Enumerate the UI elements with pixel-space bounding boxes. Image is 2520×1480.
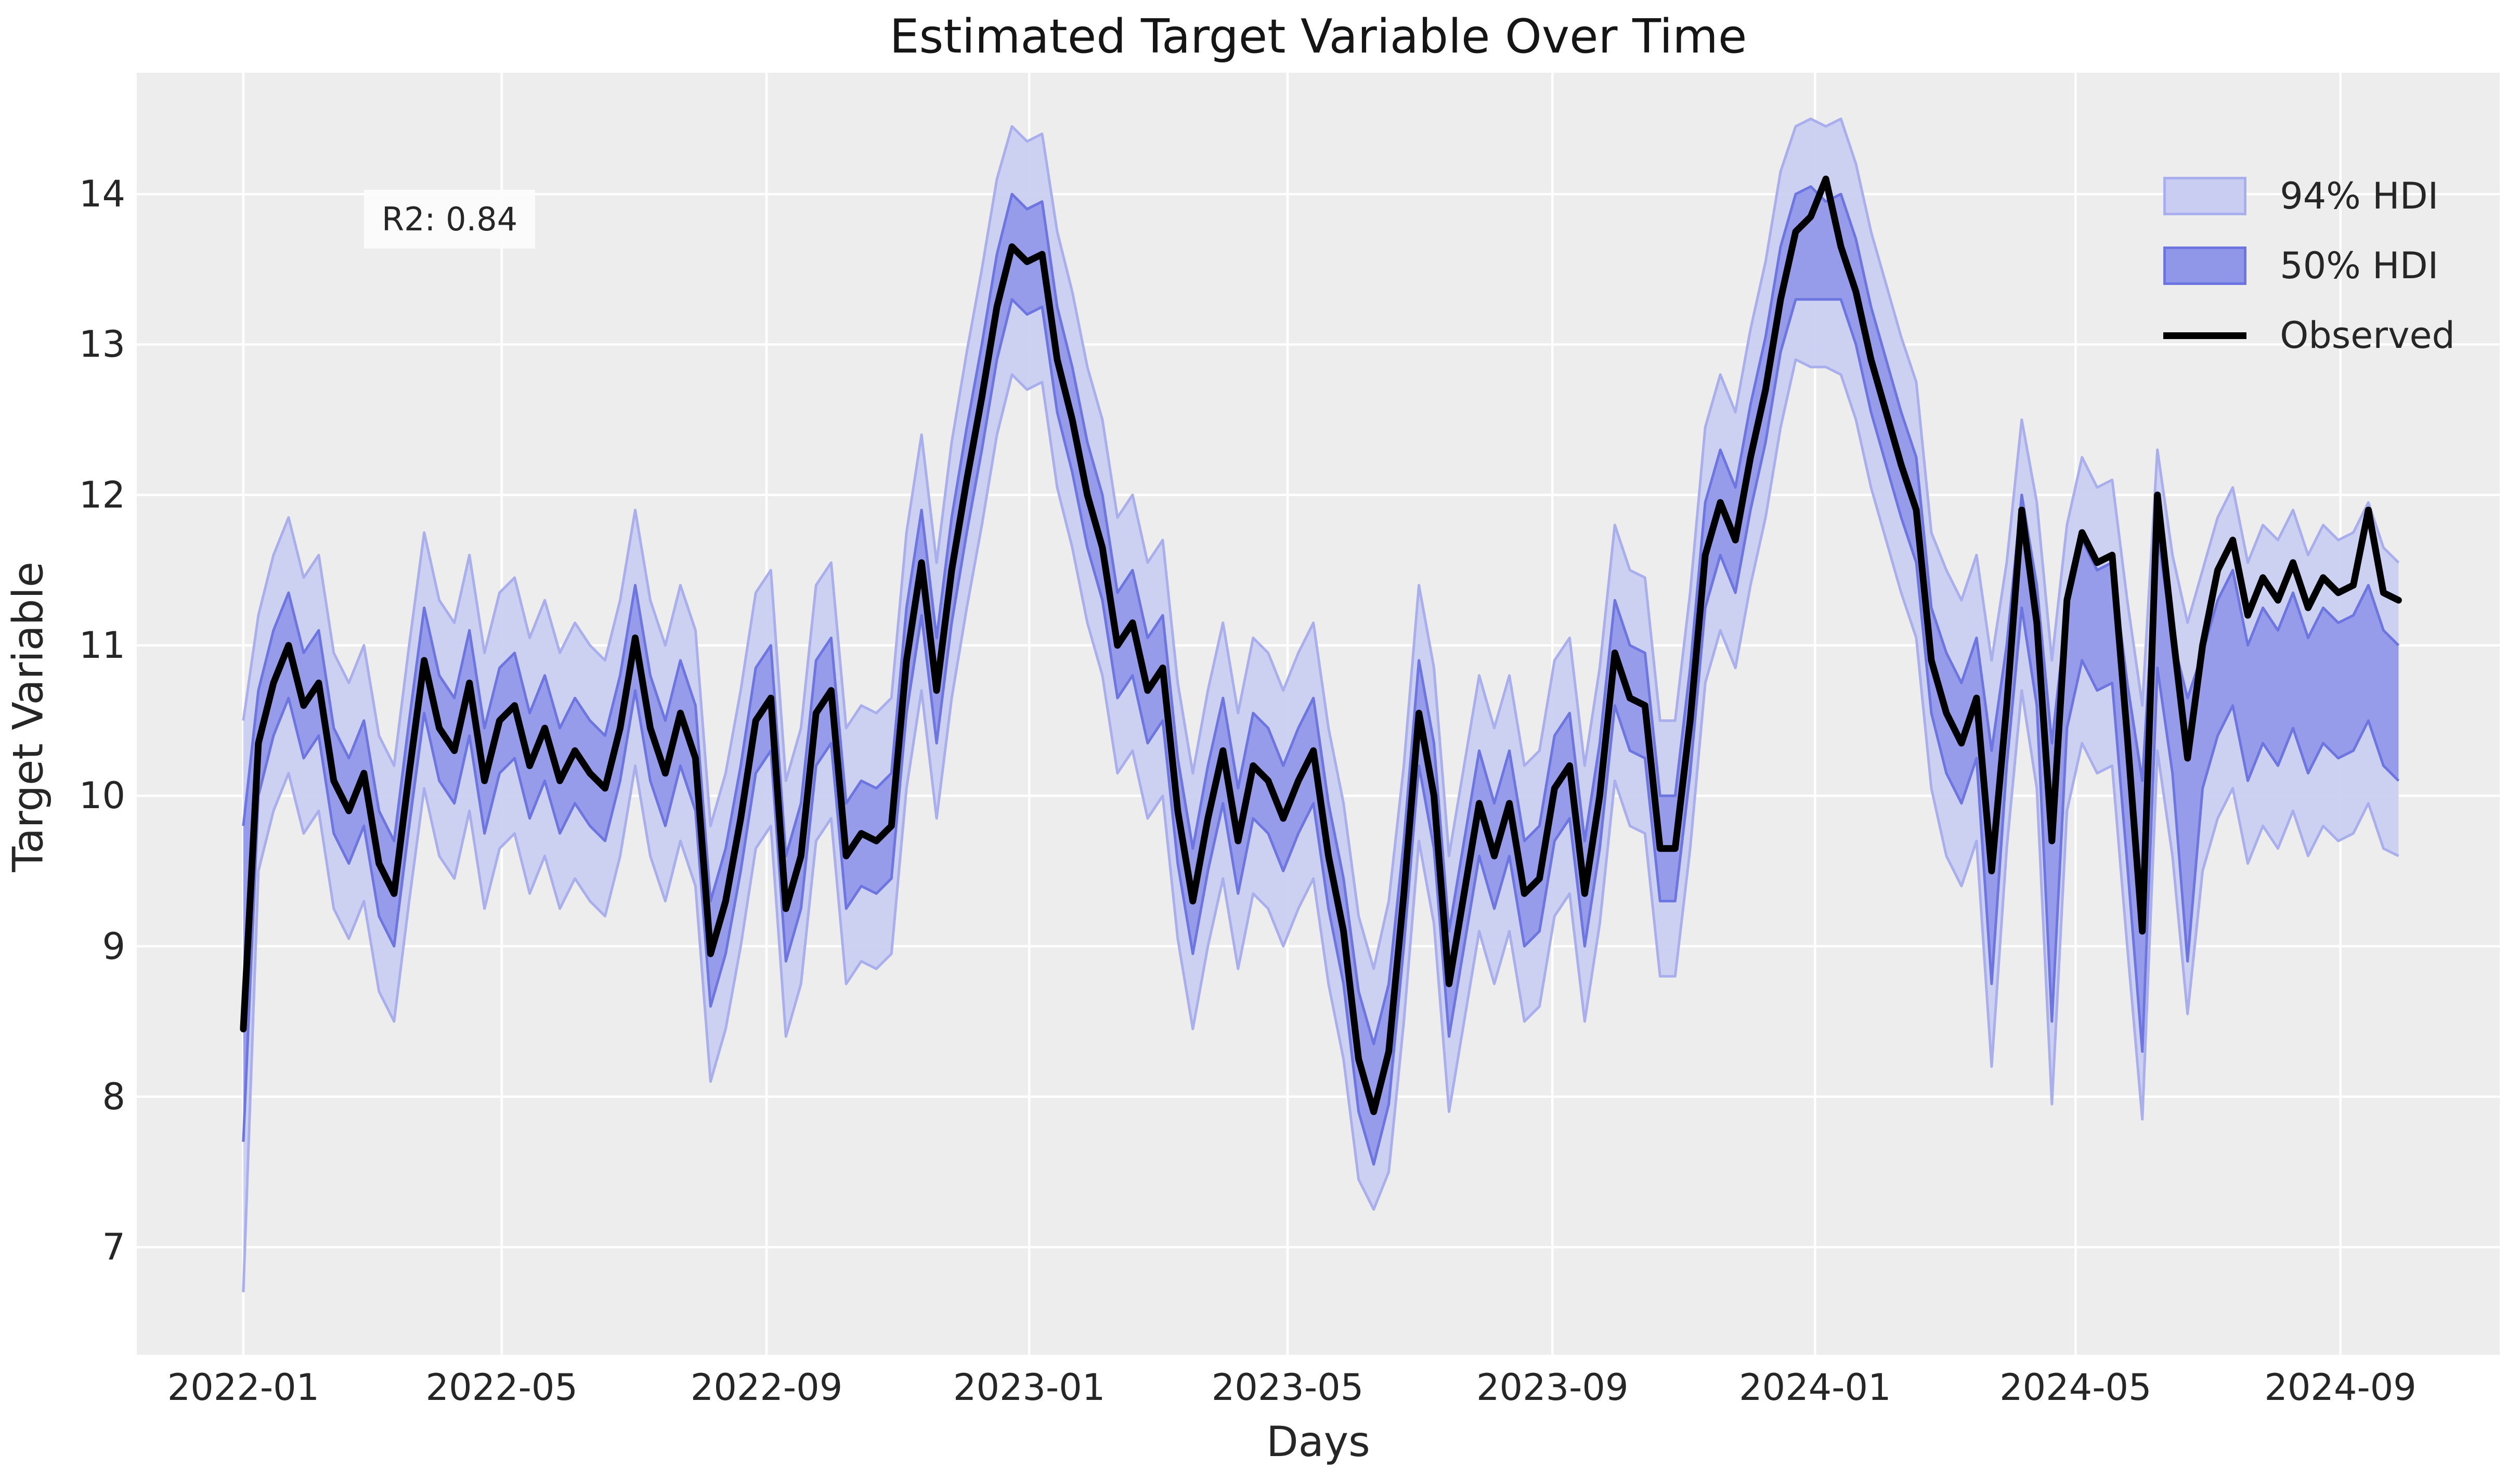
x-tick-label: 2023-05 [1211, 1366, 1364, 1409]
y-tick-label: 10 [79, 774, 125, 817]
y-tick-label: 8 [102, 1075, 125, 1118]
r2-annotation: R2: 0.84 [364, 190, 536, 249]
hdi50-band [243, 186, 2399, 1165]
y-tick-label: 13 [79, 323, 125, 366]
legend-label: 94% HDI [2280, 175, 2439, 217]
legend-line-icon [2163, 332, 2247, 339]
chart-title: Estimated Target Variable Over Time [889, 9, 1747, 64]
band-edge-hi [242, 118, 2400, 970]
legend-label: Observed [2280, 314, 2455, 357]
legend-row: Observed [2163, 314, 2455, 357]
legend-row: 94% HDI [2163, 175, 2455, 217]
x-tick-label: 2022-05 [425, 1366, 578, 1409]
x-tick-label: 2022-09 [690, 1366, 843, 1409]
legend: 94% HDI 50% HDI Observed [2163, 175, 2455, 384]
band-edge-hi [242, 185, 2400, 1046]
observed-line [240, 175, 2402, 1115]
legend-label: 50% HDI [2280, 244, 2439, 287]
legend-patch-icon [2163, 177, 2247, 215]
y-tick-label: 9 [102, 925, 125, 968]
x-tick-label: 2024-01 [1739, 1366, 1891, 1409]
x-tick-label: 2024-05 [1999, 1366, 2152, 1409]
band-edge-lo [242, 358, 2399, 1292]
y-tick-label: 11 [79, 624, 125, 667]
legend-patch-icon [2163, 246, 2247, 285]
chart-canvas [137, 73, 2500, 1355]
plot-area: R2: 0.84 94% HDI 50% HDI Observed [137, 73, 2500, 1355]
x-tick-label: 2022-01 [167, 1366, 320, 1409]
x-tick-label: 2023-09 [1476, 1366, 1629, 1409]
x-tick-label: 2023-01 [953, 1366, 1106, 1409]
band-edge-lo [242, 298, 2400, 1166]
y-tick-label: 14 [79, 173, 125, 216]
y-axis-label: Target Variable [4, 562, 53, 872]
x-tick-label: 2024-09 [2264, 1366, 2417, 1409]
y-tick-label: 12 [79, 473, 125, 516]
y-tick-label: 7 [102, 1226, 125, 1269]
x-axis-label: Days [1266, 1418, 1370, 1466]
hdi94-band [243, 119, 2399, 1292]
legend-row: 50% HDI [2163, 244, 2455, 287]
